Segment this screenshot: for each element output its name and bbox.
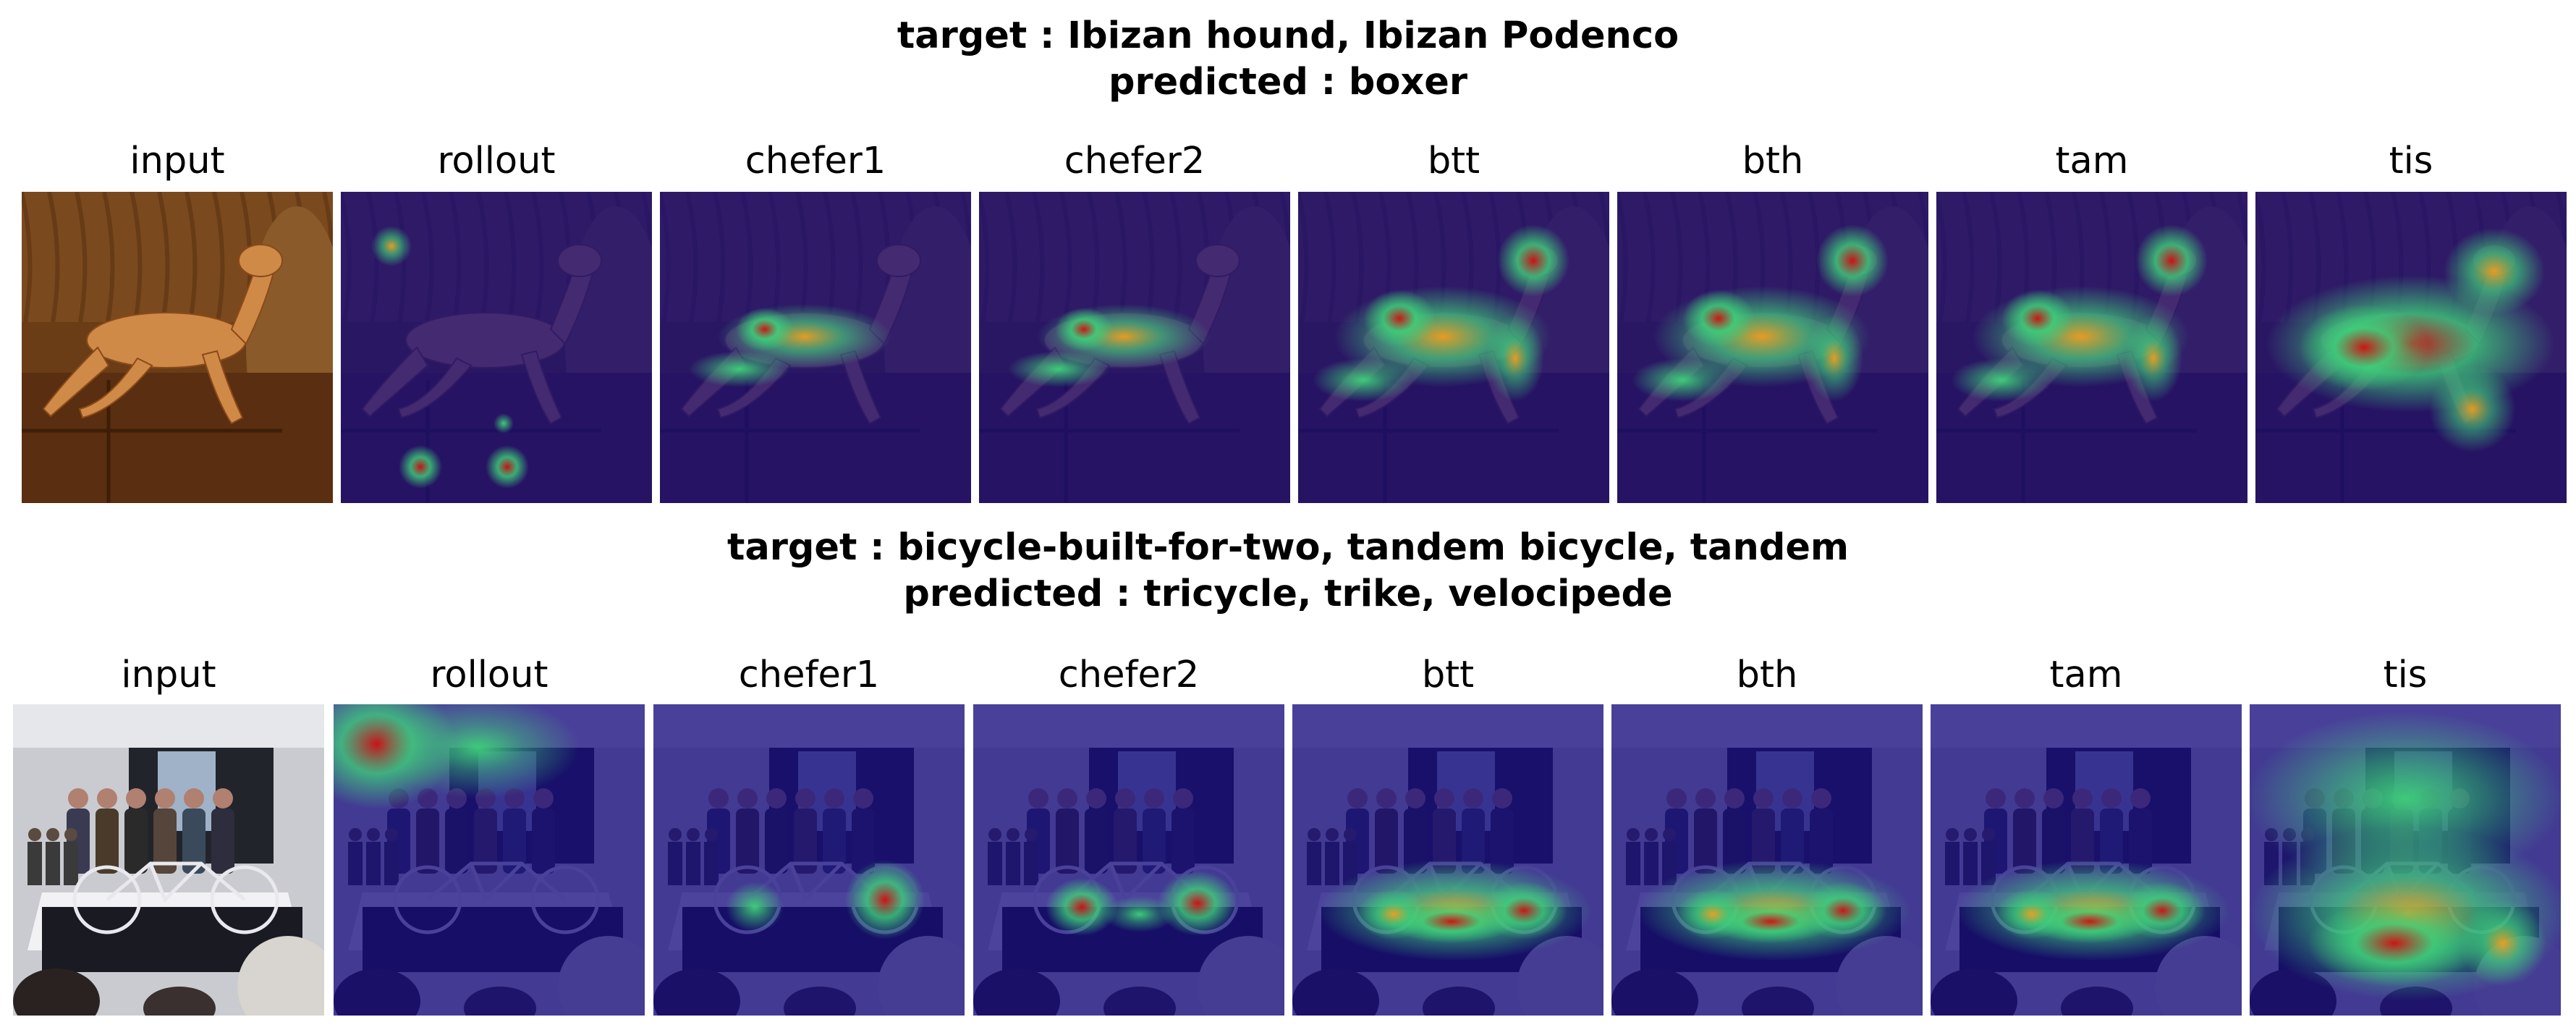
row1-label-tam: tam — [2055, 140, 2129, 182]
row1-bth-heatmap — [1617, 192, 1928, 503]
row2-label-bth: bth — [1736, 654, 1798, 696]
row1-label-btt: btt — [1427, 140, 1480, 182]
row2-btt-heatmap — [1292, 704, 1603, 1016]
row1-input-image — [22, 192, 333, 503]
row1-label-chefer1: chefer1 — [745, 140, 886, 182]
row2-input-image — [13, 704, 324, 1016]
row1-chefer2-heatmap — [979, 192, 1290, 503]
row1-title: target : Ibizan hound, Ibizan Podenco pr… — [0, 13, 2576, 106]
row2-label-btt: btt — [1421, 654, 1475, 696]
row2-tis-heatmap — [2250, 704, 2561, 1016]
row2-label-rollout: rollout — [430, 654, 548, 696]
row2-label-tam: tam — [2049, 654, 2123, 696]
row1-tam-heatmap — [1936, 192, 2247, 503]
row1-label-input: input — [130, 140, 225, 182]
row2-rollout-heatmap — [334, 704, 645, 1016]
row2-label-tis: tis — [2383, 654, 2428, 696]
row1-label-tis: tis — [2389, 140, 2433, 182]
row2-label-input: input — [121, 654, 216, 696]
row1-label-rollout: rollout — [437, 140, 556, 182]
row1-tis-heatmap — [2255, 192, 2567, 503]
row2-target-line: target : bicycle-built-for-two, tandem b… — [726, 526, 1850, 569]
row1-btt-heatmap — [1298, 192, 1609, 503]
row1-target-line: target : Ibizan hound, Ibizan Podenco — [897, 14, 1679, 57]
row2-tam-heatmap — [1931, 704, 2242, 1016]
row2-chefer1-heatmap — [653, 704, 965, 1016]
row2-chefer2-heatmap — [973, 704, 1284, 1016]
row1-rollout-heatmap — [341, 192, 652, 503]
row1-chefer1-heatmap — [660, 192, 971, 503]
row2-label-chefer1: chefer1 — [738, 654, 880, 696]
row2-predicted-line: predicted : tricycle, trike, velocipede — [903, 573, 1673, 615]
row1-predicted-line: predicted : boxer — [1108, 61, 1468, 104]
row2-label-chefer2: chefer2 — [1058, 654, 1200, 696]
row2-bth-heatmap — [1611, 704, 1923, 1016]
row2-title: target : bicycle-built-for-two, tandem b… — [0, 525, 2576, 617]
row1-label-chefer2: chefer2 — [1064, 140, 1206, 182]
row1-label-bth: bth — [1742, 140, 1804, 182]
